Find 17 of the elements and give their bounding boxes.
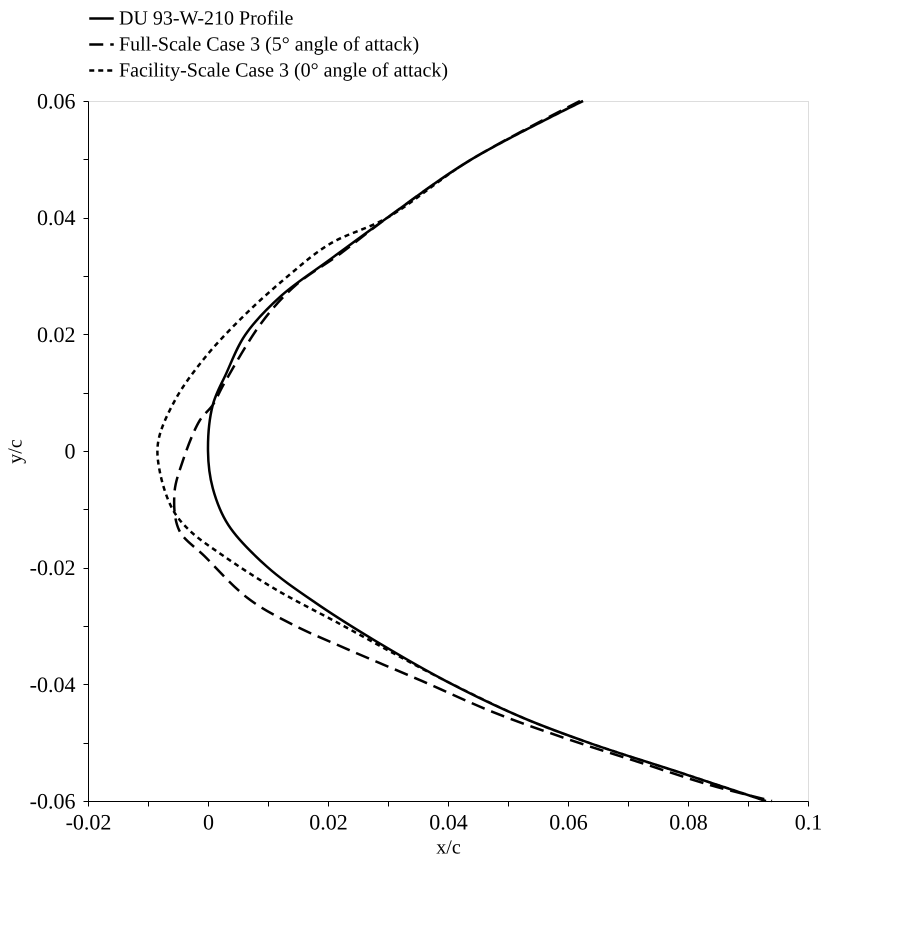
y-tick-label: -0.02 xyxy=(30,555,76,580)
x-tick-label: 0.08 xyxy=(669,810,708,834)
y-tick-label: 0.04 xyxy=(37,205,76,230)
x-tick-label: 0.04 xyxy=(429,810,468,834)
y-tick-label: -0.04 xyxy=(30,672,76,697)
x-tick-label: 0.02 xyxy=(309,810,348,834)
y-tick-label: 0 xyxy=(64,438,76,464)
y-axis-title: y/c xyxy=(4,439,27,464)
y-tick-label: 0.06 xyxy=(37,88,76,114)
legend-label: DU 93-W-210 Profile xyxy=(119,8,294,30)
legend-label: Full-Scale Case 3 (5° angle of attack) xyxy=(119,34,420,56)
y-tick-label: 0.02 xyxy=(37,322,76,347)
x-tick-label: 0.1 xyxy=(794,810,822,834)
legend-label: Facility-Scale Case 3 (0° angle of attack) xyxy=(119,60,448,82)
x-axis-title: x/c xyxy=(436,836,461,858)
x-tick-label: 0 xyxy=(203,810,214,834)
x-tick-label: 0.06 xyxy=(549,810,588,834)
